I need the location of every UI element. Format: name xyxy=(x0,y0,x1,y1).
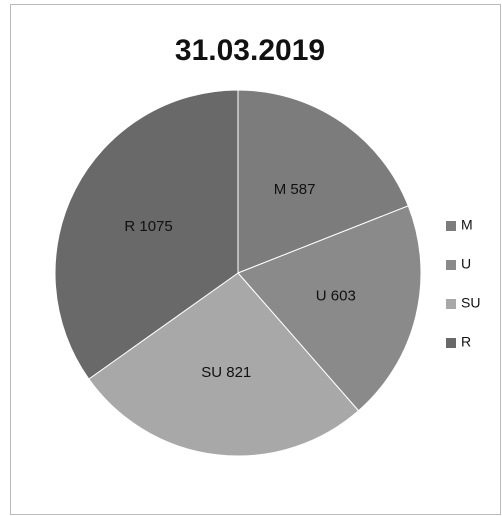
legend-swatch xyxy=(446,299,456,309)
legend-swatch xyxy=(446,221,456,231)
pie-slice xyxy=(54,89,239,380)
legend-label: R xyxy=(461,334,471,350)
data-label: M 587 xyxy=(274,181,316,198)
pie-slice xyxy=(88,272,360,457)
legend-label: M xyxy=(461,217,473,233)
pie-slice xyxy=(237,89,409,274)
data-label: U 603 xyxy=(316,288,356,305)
data-label: R 1075 xyxy=(124,218,172,235)
legend-swatch xyxy=(446,338,456,348)
chart-title: 31.03.2019 xyxy=(175,34,325,67)
legend-label: SU xyxy=(461,295,480,311)
pie-slice xyxy=(237,205,422,412)
data-label: SU 821 xyxy=(201,364,251,381)
legend-swatch xyxy=(446,260,456,270)
legend-label: U xyxy=(461,256,471,272)
